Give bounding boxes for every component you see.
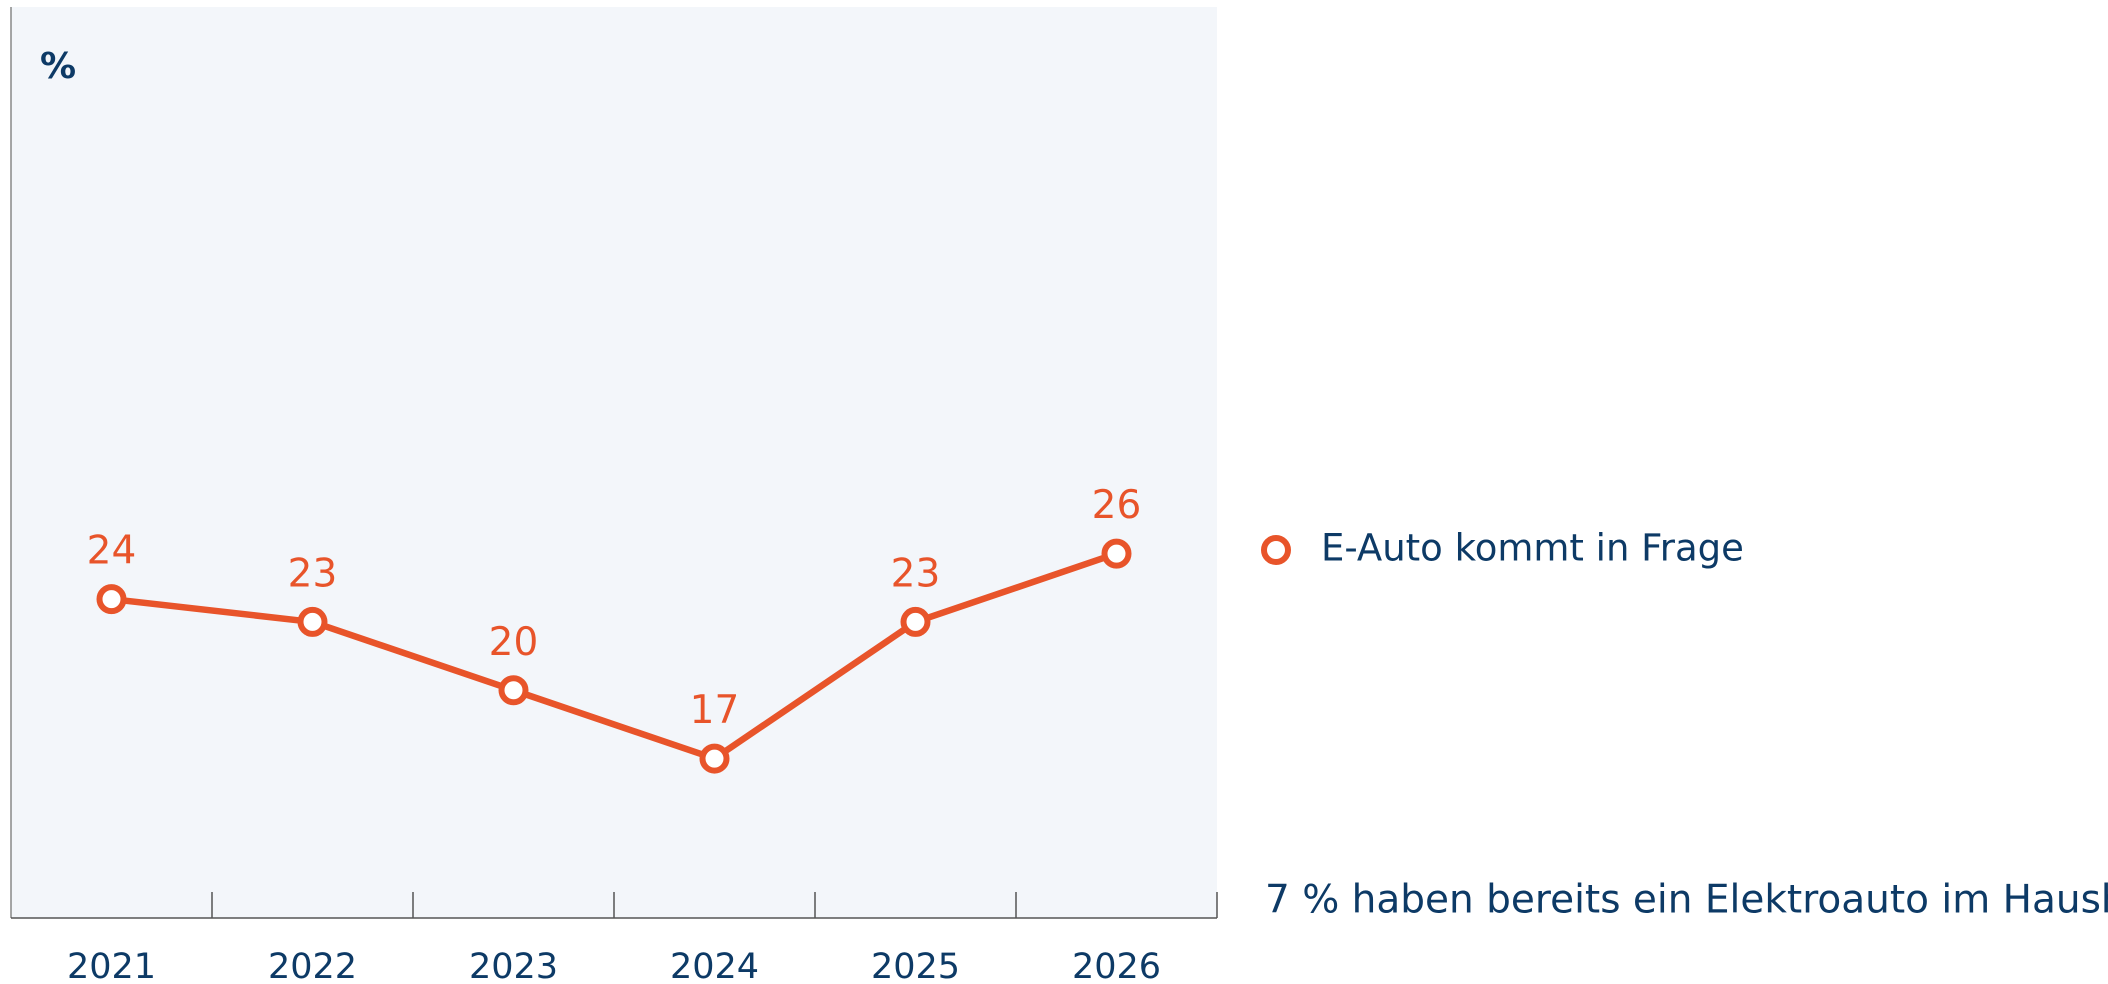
- data-label: 17: [690, 688, 740, 733]
- data-label: 26: [1092, 483, 1142, 528]
- annotation: 7 % haben bereits ein Elektroauto im Hau…: [1265, 878, 2108, 923]
- x-tick-label: 2022: [268, 947, 357, 984]
- data-label: 23: [891, 551, 941, 596]
- legend-marker: [1261, 535, 1291, 565]
- plot-background: [11, 7, 1217, 918]
- x-tick-label: 2021: [67, 947, 156, 984]
- data-label: 23: [288, 551, 338, 596]
- x-tick-label: 2023: [469, 947, 558, 984]
- legend-label: E-Auto kommt in Frage: [1321, 527, 1744, 570]
- x-tick-label: 2024: [670, 947, 759, 984]
- line: [111, 550, 1118, 762]
- marker: [297, 606, 328, 637]
- marker: [900, 606, 931, 637]
- data-label: 24: [87, 529, 137, 574]
- marker: [498, 675, 529, 706]
- x-tick-label: 2026: [1072, 947, 1161, 984]
- marker: [1101, 538, 1132, 569]
- marker: [96, 584, 127, 615]
- x-tick-label: 2025: [871, 947, 960, 984]
- marker: [699, 743, 730, 774]
- data-label: 20: [489, 620, 539, 665]
- y-axis-label: %: [40, 46, 76, 87]
